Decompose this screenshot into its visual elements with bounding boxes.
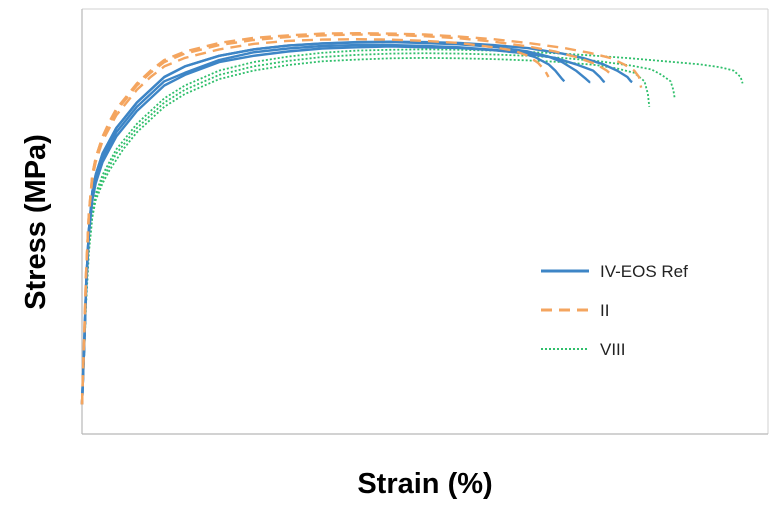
legend-label-iv-eos-ref: IV-EOS Ref [600, 262, 688, 281]
x-axis-title: Strain (%) [357, 468, 492, 500]
legend-label-ii: II [600, 301, 609, 320]
curve-ii-3 [80, 32, 643, 405]
series-layer [80, 32, 744, 405]
curve-viii-2 [81, 52, 676, 405]
plot-area-frame [81, 8, 769, 435]
y-axis-title: Stress (MPa) [20, 134, 52, 310]
curve-iv-eos-ref-4 [80, 40, 633, 405]
curve-ii-2 [80, 33, 613, 405]
legend-label-viii: VIII [600, 340, 626, 359]
curve-iv-eos-ref-1 [80, 43, 566, 405]
curve-viii-3 [81, 48, 744, 405]
legend-item-iv-eos-ref: IV-EOS Ref [541, 262, 688, 281]
legend-item-viii: VIII [541, 340, 626, 359]
curve-iv-eos-ref-3 [80, 45, 606, 405]
legend-item-ii: II [541, 301, 609, 320]
legend: IV-EOS Ref II VIII [541, 262, 688, 359]
curve-iv-eos-ref-2 [80, 40, 591, 405]
curve-viii-1 [81, 57, 651, 405]
